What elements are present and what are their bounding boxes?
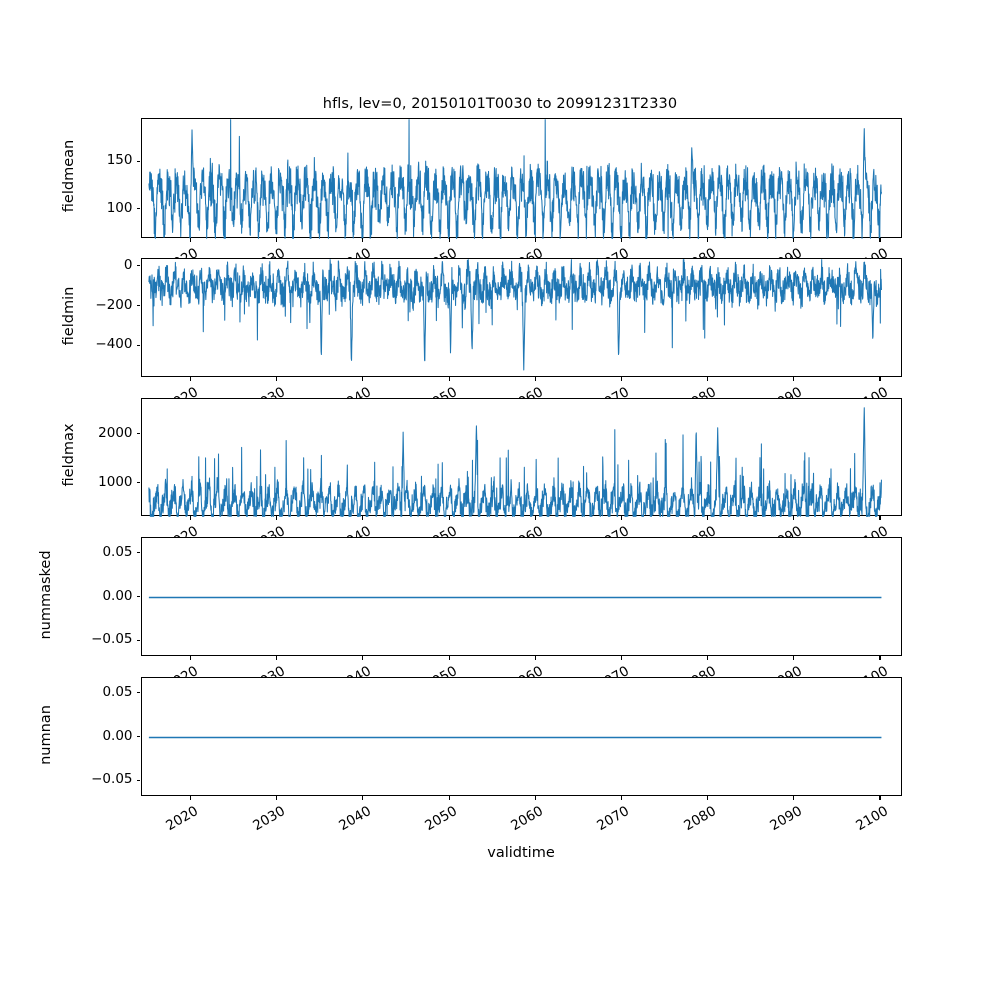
x-tick-label: 2020 [163, 803, 202, 835]
y-tick-label: 2000 [98, 424, 133, 441]
x-tick-mark [189, 516, 192, 520]
y-tick-mark [136, 639, 141, 641]
y-tick-mark [136, 305, 141, 307]
x-tick-mark [534, 656, 536, 660]
x-tick-mark [793, 377, 795, 381]
x-tick-mark [448, 377, 450, 381]
x-tick-mark [534, 238, 536, 242]
y-tick-label: 100 [106, 199, 133, 216]
x-tick-mark [276, 238, 278, 242]
y-tick-mark [136, 692, 141, 694]
series-numnan [148, 736, 881, 739]
x-tick-mark [707, 377, 709, 381]
x-tick-mark [793, 656, 795, 660]
x-tick-mark [362, 656, 364, 660]
y-tick-mark [136, 433, 141, 435]
x-tick-mark [448, 238, 450, 242]
x-tick-mark [276, 656, 278, 660]
x-tick-label: 2080 [680, 803, 719, 835]
series-fieldmean [147, 119, 882, 239]
y-axis-label-numnan: numnan [38, 704, 54, 765]
y-tick-label: 150 [106, 152, 133, 169]
x-tick-mark [620, 796, 622, 800]
x-tick-label: 2050 [422, 803, 461, 835]
x-tick-mark [189, 238, 192, 242]
subplot-nummasked [140, 537, 902, 656]
y-tick-label: −0.05 [91, 771, 133, 788]
x-tick-label: 2100 [853, 803, 891, 835]
x-tick-mark [707, 516, 709, 520]
y-tick-label: −400 [95, 336, 133, 353]
y-tick-mark [136, 482, 141, 484]
x-tick-label: 2090 [767, 803, 805, 835]
x-tick-mark [189, 656, 192, 660]
y-tick-label: −200 [95, 296, 133, 313]
x-tick-mark [879, 516, 881, 520]
y-axis-label-fieldmax: fieldmax [61, 423, 77, 487]
x-tick-mark [448, 796, 450, 800]
x-tick-mark [534, 377, 536, 381]
y-tick-label: 0.05 [102, 543, 133, 560]
x-tick-label: 2060 [508, 803, 547, 835]
y-tick-label: −0.05 [91, 631, 133, 648]
x-tick-label: 2030 [249, 803, 288, 835]
x-tick-mark [793, 516, 795, 520]
figure-title: hfls, lev=0, 20150101T0030 to 20991231T2… [322, 96, 678, 112]
x-tick-mark [362, 377, 364, 381]
y-tick-mark [136, 779, 141, 781]
x-tick-mark [534, 796, 536, 800]
x-tick-mark [879, 796, 881, 800]
x-tick-mark [189, 796, 192, 800]
x-tick-mark [620, 656, 622, 660]
x-tick-label: 2070 [594, 803, 633, 835]
x-tick-mark [276, 796, 278, 800]
x-tick-mark [620, 377, 622, 381]
x-tick-mark [707, 796, 709, 800]
subplot-fieldmean [140, 118, 902, 239]
x-tick-mark [276, 516, 278, 520]
x-tick-label: 2040 [336, 803, 374, 835]
x-tick-mark [448, 516, 450, 520]
y-tick-label: 0.05 [102, 683, 133, 700]
series-fieldmin [147, 259, 882, 371]
y-tick-mark [136, 160, 141, 162]
x-tick-mark [879, 656, 881, 660]
x-tick-mark [707, 238, 709, 242]
x-tick-mark [448, 656, 450, 660]
series-fieldmax [147, 407, 882, 517]
y-tick-label: 0 [123, 256, 133, 273]
y-tick-mark [136, 208, 141, 210]
x-tick-mark [534, 516, 536, 520]
x-tick-mark [620, 516, 622, 520]
y-tick-mark [136, 344, 141, 346]
series-nummasked [148, 596, 881, 599]
y-tick-mark [136, 265, 141, 267]
subplot-fieldmin [140, 258, 902, 377]
y-tick-mark [136, 596, 141, 598]
x-tick-mark [793, 238, 795, 242]
subplot-fieldmax [140, 398, 902, 517]
x-tick-mark [189, 377, 192, 381]
x-tick-mark [793, 796, 795, 800]
y-tick-label: 1000 [98, 473, 133, 490]
x-tick-mark [276, 377, 278, 381]
x-tick-mark [620, 238, 622, 242]
y-tick-label: 0.00 [102, 587, 133, 604]
x-tick-mark [879, 238, 881, 242]
x-tick-mark [362, 796, 364, 800]
y-tick-label: 0.00 [102, 727, 133, 744]
subplot-numnan [140, 677, 902, 796]
x-tick-mark [879, 377, 881, 381]
y-tick-mark [136, 552, 141, 554]
x-tick-mark [707, 656, 709, 660]
x-tick-mark [362, 516, 364, 520]
x-tick-mark [362, 238, 364, 242]
x-axis-label: validtime [487, 845, 555, 861]
y-tick-mark [136, 736, 141, 738]
